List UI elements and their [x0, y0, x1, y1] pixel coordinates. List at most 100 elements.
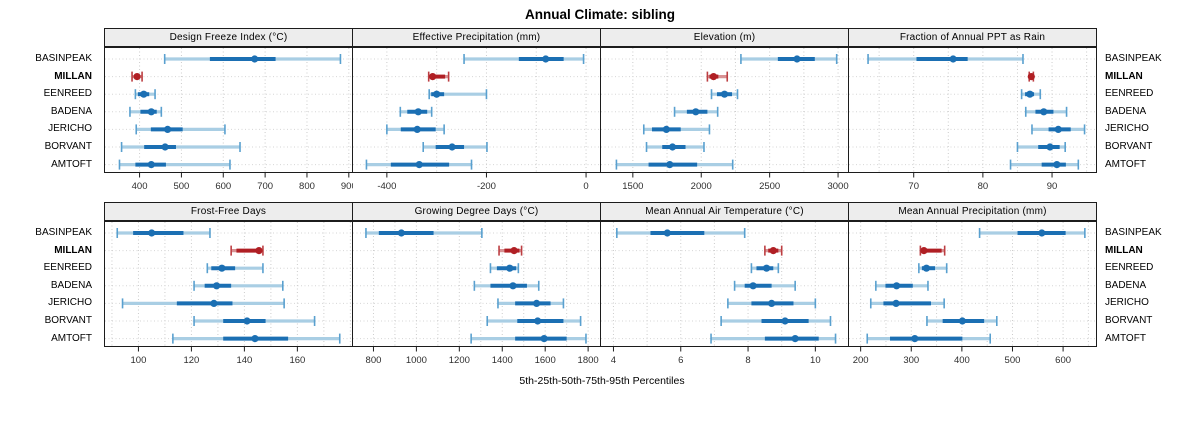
median-dot [140, 90, 148, 98]
station-label: BADENA [50, 105, 92, 117]
tick-label: 2000 [691, 181, 712, 192]
station-label: MILLAN [1105, 70, 1143, 82]
station-label: BASINPEAK [1105, 53, 1162, 64]
station-label-column-right: BASINPEAK MILLAN EENREED BADENA JERICHO BORVA… [1097, 28, 1197, 202]
median-dot [781, 317, 789, 325]
panel-title-strip: Growing Degree Days (°C) [352, 202, 601, 221]
tick-label: 1000 [406, 355, 427, 366]
median-dot [506, 264, 514, 272]
median-dot [920, 247, 928, 255]
panel-title-strip: Elevation (m) [600, 28, 849, 47]
tick-label: 500 [173, 181, 189, 192]
panel-title-strip: Design Freeze Index (°C) [104, 28, 353, 47]
station-label: MILLAN [1105, 244, 1143, 256]
panel: Elevation (m) 1500 2000 2500 3000 [600, 28, 849, 202]
tick-label: 160 [289, 355, 305, 366]
tick-label: 140 [236, 355, 252, 366]
station-label: BADENA [50, 279, 92, 291]
median-dot [510, 247, 518, 255]
tick-label: 0 [583, 181, 588, 192]
climate-trellis-figure: Annual Climate: sibling BASINPEAK MILLAN E… [0, 7, 1200, 387]
panel-x-axis: 1500 2000 2500 3000 [622, 173, 849, 192]
median-dot [251, 55, 259, 63]
median-dot [762, 264, 771, 272]
panel-plot [600, 47, 849, 173]
station-label: EENREED [43, 262, 92, 274]
median-dot [509, 282, 517, 290]
median-dot [709, 73, 718, 81]
tick-label: 700 [257, 181, 273, 192]
median-dot [791, 335, 799, 343]
tick-label: 80 [978, 181, 989, 192]
station-label: JERICHO [1105, 297, 1149, 309]
station-label: BADENA [1105, 279, 1147, 291]
median-dot [666, 161, 674, 169]
median-dot [212, 282, 221, 290]
panel-title-strip: Fraction of Annual PPT as Rain [848, 28, 1097, 47]
tick-label: -200 [477, 181, 496, 192]
tick-label: 120 [183, 355, 199, 366]
median-dot [147, 161, 155, 169]
median-dot [251, 335, 259, 343]
median-dot [911, 335, 919, 343]
median-dot [243, 317, 251, 325]
station-label: AMTOFT [51, 332, 92, 344]
tick-label: 300 [903, 355, 919, 366]
median-dot [793, 55, 801, 63]
median-dot [218, 264, 226, 272]
station-label: EENREED [1105, 262, 1154, 274]
station-label: MILLAN [54, 244, 92, 256]
tick-label: 70 [908, 181, 919, 192]
median-dot [768, 299, 776, 307]
tick-label: 3000 [827, 181, 848, 192]
panel-x-axis: 400 500 600 700 800 900 [132, 173, 353, 192]
station-label: AMTOFT [51, 158, 92, 170]
panel: Growing Degree Days (°C) 800 1000 1200 1400 1… [352, 202, 601, 371]
station-label: BASINPEAK [35, 227, 92, 238]
panel: Mean Annual Air Temperature (°C) 4 6 8 10 [600, 202, 849, 371]
median-dot [414, 108, 422, 116]
tick-label: 2500 [759, 181, 780, 192]
tick-label: 90 [1047, 181, 1058, 192]
tick-label: 800 [366, 355, 382, 366]
panel-plot [352, 221, 601, 347]
median-dot [448, 143, 456, 151]
panel-x-axis: 800 1000 1200 1400 1600 1800 [366, 347, 599, 366]
panel-plot [352, 47, 601, 173]
median-dot [413, 125, 421, 133]
station-label: AMTOFT [1105, 158, 1146, 170]
median-dot [533, 299, 541, 307]
median-dot [133, 73, 141, 81]
station-label: EENREED [43, 88, 92, 100]
median-dot [147, 108, 155, 116]
median-dot [749, 282, 757, 290]
panel: Mean Annual Precipitation (mm) 200 300 400 5… [848, 202, 1097, 371]
panel-x-axis: -400 -200 0 [377, 173, 589, 192]
trellis-chart: BASINPEAK MILLAN EENREED BADENA JERICHO BORVA… [0, 28, 1200, 371]
panel-title-strip: Mean Annual Precipitation (mm) [848, 202, 1097, 221]
tick-label: 200 [853, 355, 869, 366]
station-label: BASINPEAK [1105, 227, 1162, 238]
median-dot [958, 317, 966, 325]
median-dot [161, 143, 169, 151]
median-dot [1026, 90, 1034, 98]
station-label: BASINPEAK [35, 53, 92, 64]
median-dot [542, 55, 550, 63]
median-dot [892, 299, 900, 307]
median-dot [433, 90, 441, 98]
station-label: EENREED [1105, 88, 1154, 100]
tick-label: 400 [954, 355, 970, 366]
panel-x-axis: 70 80 90 [908, 173, 1058, 192]
panel-x-axis: 200 300 400 500 600 [853, 347, 1071, 366]
panel: Frost-Free Days 100 120 140 160 [104, 202, 353, 371]
tick-label: 1600 [535, 355, 556, 366]
median-dot [922, 264, 931, 272]
tick-label: 900 [341, 181, 353, 192]
tick-label: 8 [745, 355, 750, 366]
median-dot [720, 90, 729, 98]
panel-plot [104, 47, 353, 173]
panel: Effective Precipitation (mm) -400 -200 0 [352, 28, 601, 202]
median-dot [255, 247, 263, 255]
tick-label: 1400 [492, 355, 513, 366]
median-dot [1038, 229, 1046, 237]
